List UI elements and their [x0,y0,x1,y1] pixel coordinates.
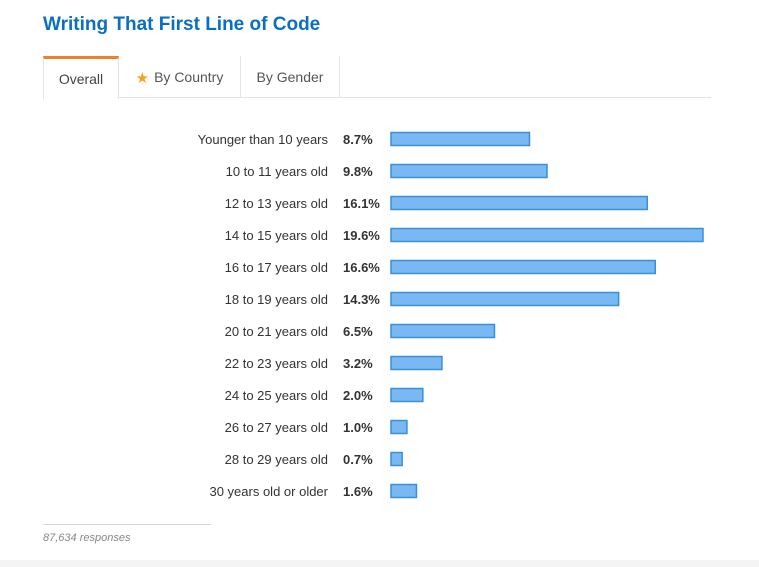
value-label: 6.5% [343,324,373,339]
category-label: 16 to 17 years old [225,260,328,275]
category-label: 22 to 23 years old [225,356,328,371]
bar [390,195,649,211]
category-label: 28 to 29 years old [225,452,328,467]
tab-separator [339,56,340,97]
value-label: 1.6% [343,484,373,499]
value-label: 1.0% [343,420,373,435]
response-count: 87,634 responses [43,532,131,544]
bar [390,419,408,435]
bar [390,355,443,371]
bar [390,451,403,467]
bar [390,483,418,499]
value-label: 8.7% [343,132,373,147]
category-label: 10 to 11 years old [226,164,328,179]
value-label: 3.2% [343,356,373,371]
bar [390,259,656,275]
value-label: 19.6% [343,228,380,243]
bar [390,387,424,403]
bar [390,163,548,179]
tab-by-country-label: By Country [154,68,224,85]
tab-divider [43,97,711,98]
category-label: 24 to 25 years old [225,388,328,403]
value-label: 9.8% [343,164,373,179]
category-label: 26 to 27 years old [225,420,328,435]
value-label: 16.1% [343,196,380,211]
star-icon: ★ [135,69,150,87]
value-label: 16.6% [343,260,380,275]
category-label: 20 to 21 years old [225,324,328,339]
tab-separator [240,56,241,97]
tab-overall-label: Overall [58,71,104,87]
footer-divider [43,524,211,525]
bar-chart: Younger than 10 years 8.7% 10 to 11 years … [198,131,704,499]
category-label: 18 to 19 years old [225,292,328,307]
category-label: Younger than 10 years [198,132,329,147]
tab-bar: Overall ★ By Country By Gender [43,56,711,99]
tab-by-country[interactable]: ★ By Country [119,56,240,98]
bottom-band [0,560,759,567]
bar [390,227,704,243]
bar [390,131,531,147]
page-title: Writing That First Line of Code [43,14,321,35]
category-label: 12 to 13 years old [225,196,328,211]
category-label: 30 years old or older [209,484,328,499]
value-label: 14.3% [343,292,380,307]
value-label: 2.0% [343,388,373,403]
category-label: 14 to 15 years old [225,228,328,243]
value-label: 0.7% [343,452,373,467]
tab-by-gender[interactable]: By Gender [241,56,339,98]
tab-overall[interactable]: Overall [43,56,119,99]
tab-by-gender-label: By Gender [256,68,324,85]
bar [390,323,496,339]
bar [390,291,620,307]
